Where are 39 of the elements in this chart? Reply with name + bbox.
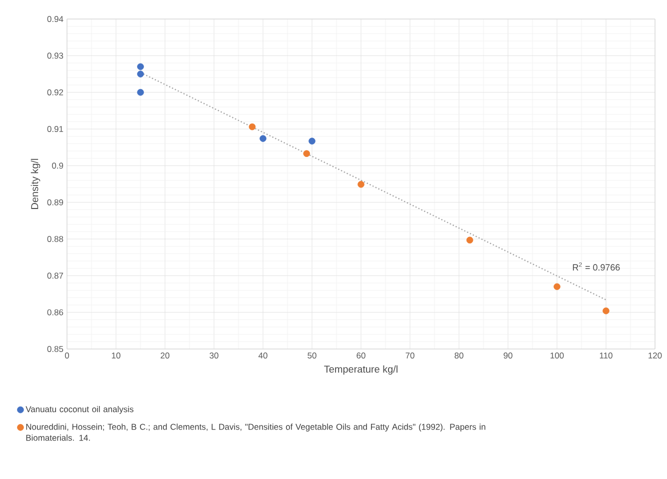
x-tick-label: 10 [112,352,120,359]
y-tick-label: 0.87 [47,272,64,279]
y-tick-label: 0.94 [47,16,64,22]
x-tick-label: 120 [648,352,662,359]
x-tick-label: 20 [160,352,170,359]
y-tick-label: 0.91 [47,126,64,132]
x-tick-label: 40 [258,352,268,359]
x-axis-title: Temperature kg/l [324,365,398,375]
y-tick-label: 0.86 [47,309,64,316]
legend-label: Noureddini, Hossein; Teoh, B C.; and Clements, L Davis, "Densities of Vegetable Oils and Fatty Acids" (1992). Papers in Biomaterials. 14. [26,424,486,441]
y-tick-label: 0.85 [47,346,64,352]
point [308,138,316,144]
x-tick-label: 60 [356,352,366,359]
point [137,70,144,78]
point [602,307,610,314]
point [554,283,560,290]
x-tick-label: 30 [210,352,218,359]
x-tick-label: 70 [406,352,414,359]
x-tick-label: 50 [308,352,316,359]
point [137,88,144,96]
point [466,236,474,244]
point [303,150,310,157]
x-tick-label: 100 [550,352,564,359]
point [260,135,266,142]
annotation: R$^{2}$ = 0.9766 [572,262,620,271]
y-axis-title: Density kg/l [30,158,40,209]
y-tick-label: 0.92 [47,89,64,96]
y-tick-label: 0.89 [47,199,64,206]
y-tick-label: 0.93 [47,52,64,59]
x-tick-label: 80 [454,352,464,359]
x-tick-label: 0 [64,352,70,359]
x-tick-label: 110 [600,352,612,359]
x-tick-label: 90 [504,352,512,359]
point [248,123,256,130]
legend-label: Vanuatu coconut oil analysis [26,406,134,414]
point [137,63,144,70]
y-tick-label: 0.88 [47,236,64,242]
point [358,180,364,188]
y-tick-label: 0.9 [52,162,64,169]
